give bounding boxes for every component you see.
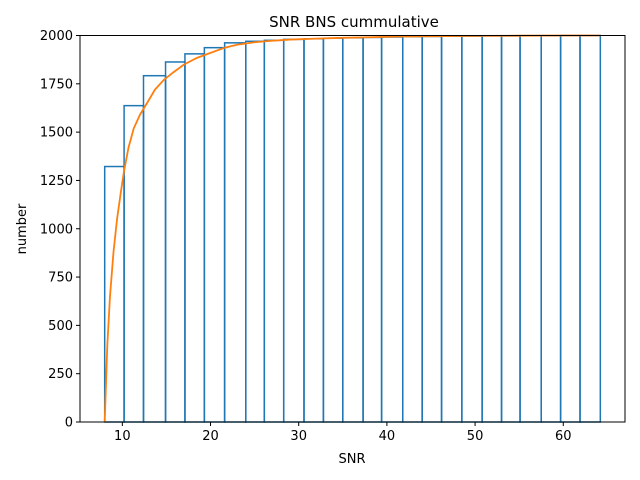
x-axis: 10 20 30 40 50 60 xyxy=(114,422,572,444)
y-tick-label: 2000 xyxy=(40,29,73,44)
histogram-bar xyxy=(440,35,463,423)
x-tick-label: 40 xyxy=(379,429,396,444)
histogram-bar xyxy=(481,35,503,423)
histogram-bar xyxy=(519,34,542,423)
y-tick-label: 1750 xyxy=(40,77,73,92)
histogram-bar xyxy=(540,34,562,423)
plot-frame xyxy=(79,35,626,423)
histogram-bar xyxy=(282,38,305,423)
histogram-bar xyxy=(245,40,266,423)
histogram-bar xyxy=(263,39,285,423)
histogram-bar xyxy=(500,35,521,423)
cumulative-line xyxy=(103,34,601,423)
histogram-bar xyxy=(579,34,602,423)
histogram-bar xyxy=(421,35,443,423)
histogram-bar xyxy=(103,165,125,423)
y-tick-label: 0 xyxy=(65,416,73,431)
y-tick-label: 500 xyxy=(48,319,73,334)
histogram-bar xyxy=(184,53,206,423)
histogram-bar xyxy=(203,46,226,423)
y-tick-label: 1000 xyxy=(40,222,73,237)
plot-content xyxy=(103,34,602,423)
histogram-bar xyxy=(164,61,186,423)
y-tick-label: 1250 xyxy=(40,174,73,189)
x-tick-label: 50 xyxy=(467,429,484,444)
histogram-bar xyxy=(461,35,483,423)
histogram-bar xyxy=(142,74,167,423)
x-tick-label: 10 xyxy=(114,429,131,444)
histogram-bar xyxy=(559,34,581,423)
histogram-bar xyxy=(322,37,344,423)
histogram-bar xyxy=(342,37,364,423)
y-tick-label: 1500 xyxy=(40,126,73,141)
y-tick-label: 750 xyxy=(48,271,73,286)
histogram-bar xyxy=(380,36,404,423)
x-tick-label: 30 xyxy=(290,429,307,444)
histogram-bar xyxy=(223,42,247,423)
x-axis-label: SNR xyxy=(338,452,365,467)
histogram-bar xyxy=(402,35,423,423)
y-axis: 0 250 500 750 1000 1250 1500 1750 2000 xyxy=(40,29,80,431)
chart-title: SNR BNS cummulative xyxy=(269,13,439,31)
x-tick-label: 20 xyxy=(202,429,219,444)
x-tick-label: 60 xyxy=(555,429,572,444)
histogram-bar xyxy=(303,38,325,423)
y-tick-label: 250 xyxy=(48,367,73,382)
histogram-bar xyxy=(362,36,383,423)
y-axis-label: number xyxy=(15,203,30,254)
